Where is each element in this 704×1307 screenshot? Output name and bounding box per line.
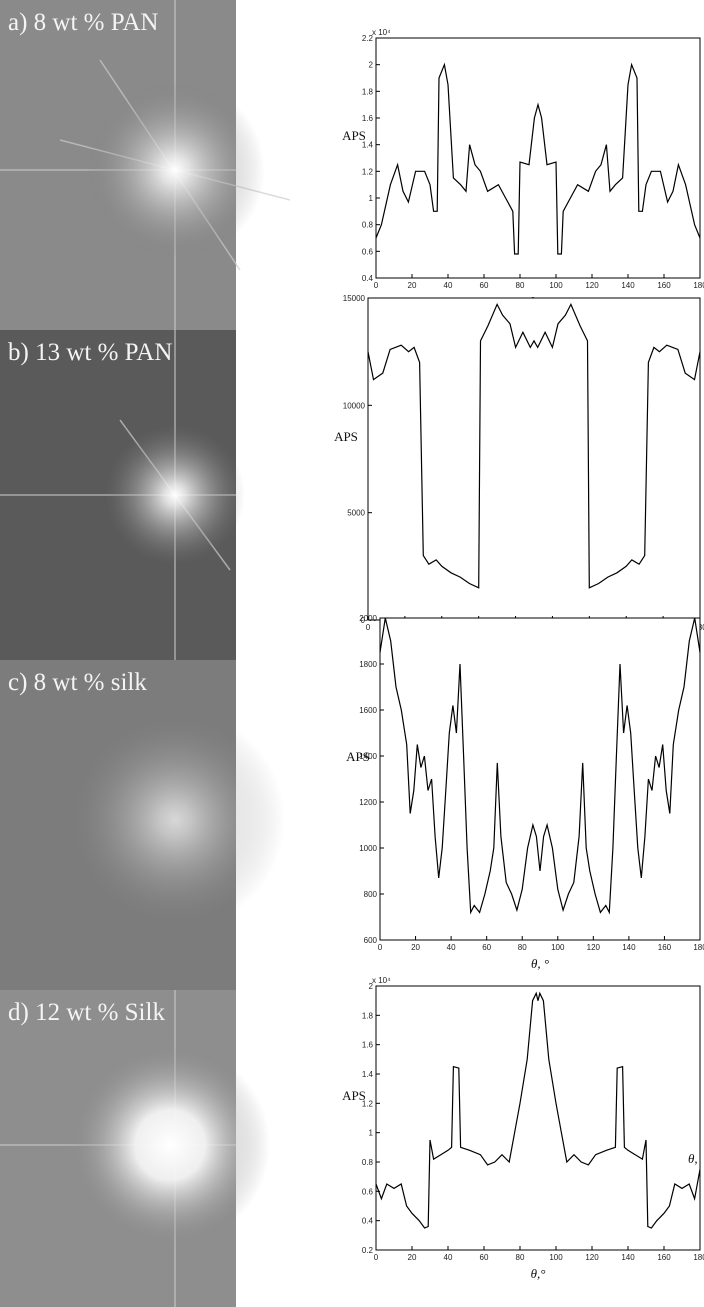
y-tick-label: 2 — [369, 61, 374, 70]
y-tick-label: 1 — [369, 194, 374, 203]
y-tick-label: 1 — [369, 1129, 374, 1138]
y-tick-label: 0 — [361, 616, 366, 625]
y-tick-label: 0.8 — [362, 1158, 374, 1167]
y-multiplier: x 10⁴ — [372, 976, 391, 985]
x-axis-label: θ, ° — [531, 956, 549, 971]
y-tick-label: 1.8 — [362, 87, 374, 96]
y-tick-label: 1.6 — [362, 114, 374, 123]
y-tick-label: 2000 — [359, 614, 377, 623]
y-tick-label: 1.2 — [362, 1099, 374, 1108]
y-axis-label: APS — [342, 128, 366, 143]
panel-label: d) 12 wt % Silk — [8, 999, 165, 1026]
fft-center — [85, 80, 265, 260]
y-tick-label: 5000 — [347, 509, 365, 518]
y-tick-label: 1.2 — [362, 167, 374, 176]
y-tick-label: 15000 — [343, 294, 366, 303]
x-tick-label: 20 — [408, 281, 417, 290]
y-tick-label: 1000 — [359, 844, 377, 853]
x-tick-label: 40 — [444, 1253, 453, 1262]
x-tick-label: 40 — [447, 943, 456, 952]
x-tick-label: 120 — [585, 1253, 599, 1262]
y-tick-label: 0.2 — [362, 1246, 374, 1255]
x-tick-label: 180 — [693, 943, 704, 952]
x-tick-label: 100 — [549, 281, 563, 290]
y-tick-label: 1.4 — [362, 141, 374, 150]
x-axis-label: θ,° — [531, 1266, 546, 1281]
x-tick-label: 160 — [657, 281, 671, 290]
x-tick-label: 60 — [480, 1253, 489, 1262]
y-tick-label: 1.8 — [362, 1011, 374, 1020]
y-tick-label: 0.4 — [362, 1217, 374, 1226]
y-tick-label: 600 — [364, 936, 378, 945]
fft-images — [0, 0, 291, 1307]
x-tick-label: 180 — [693, 281, 704, 290]
fft-center — [65, 710, 285, 930]
x-tick-label: 180 — [693, 1253, 704, 1262]
y-tick-label: 1800 — [359, 660, 377, 669]
x-tick-label: 140 — [621, 281, 635, 290]
y-axis-label: APS — [334, 429, 358, 444]
y-tick-label: 2 — [369, 982, 374, 991]
x-tick-label: 140 — [621, 1253, 635, 1262]
y-tick-label: 10000 — [343, 401, 366, 410]
y-tick-label: 1200 — [359, 798, 377, 807]
fft-center — [105, 425, 245, 565]
y-tick-label: 1400 — [359, 752, 377, 761]
x-tick-label: 60 — [480, 281, 489, 290]
x-tick-label: 160 — [657, 1253, 671, 1262]
plot-frame — [367, 297, 701, 621]
y-tick-label: 1.4 — [362, 1070, 374, 1079]
panel-label: a) 8 wt % PAN — [8, 9, 158, 36]
x-tick-label: 0 — [374, 1253, 379, 1262]
data-line — [367, 302, 701, 589]
x-tick-label: 80 — [516, 281, 525, 290]
data-line — [379, 617, 701, 915]
x-tick-label: 100 — [551, 943, 565, 952]
x-tick-label: 100 — [549, 1253, 563, 1262]
x-tick-label: 160 — [658, 943, 672, 952]
y-axis-label: APS — [342, 1088, 366, 1103]
y-multiplier: x 10⁴ — [372, 28, 391, 37]
x-tick-label: 20 — [408, 1253, 417, 1262]
x-tick-label: 120 — [585, 281, 599, 290]
annotation: θ, — [688, 1151, 698, 1166]
y-tick-label: 0.4 — [362, 274, 374, 283]
y-tick-label: 1600 — [359, 706, 377, 715]
y-tick-label: 800 — [364, 890, 378, 899]
data-line — [375, 991, 701, 1229]
y-tick-label: 0.6 — [362, 1187, 374, 1196]
y-tick-label: 0.6 — [362, 247, 374, 256]
panel-label: b) 13 wt % PAN — [8, 339, 172, 366]
data-line — [375, 62, 701, 255]
x-tick-label: 60 — [482, 943, 491, 952]
y-tick-label: 0.8 — [362, 221, 374, 230]
x-tick-label: 140 — [622, 943, 636, 952]
y-axis-label: APS — [346, 749, 370, 764]
x-tick-label: 0 — [366, 623, 371, 632]
plot-frame — [379, 617, 701, 941]
plot-frame — [375, 985, 701, 1251]
x-tick-label: 20 — [411, 943, 420, 952]
x-tick-label: 80 — [518, 943, 527, 952]
x-tick-label: 120 — [587, 943, 601, 952]
x-tick-label: 80 — [516, 1253, 525, 1262]
y-tick-label: 1.6 — [362, 1041, 374, 1050]
panel-label: c) 8 wt % silk — [8, 669, 147, 696]
plot-frame — [375, 37, 701, 279]
y-tick-label: 2.2 — [362, 34, 374, 43]
x-tick-label: 40 — [444, 281, 453, 290]
x-tick-label: 0 — [374, 281, 379, 290]
fft-center — [70, 1045, 270, 1245]
x-tick-label: 0 — [378, 943, 383, 952]
